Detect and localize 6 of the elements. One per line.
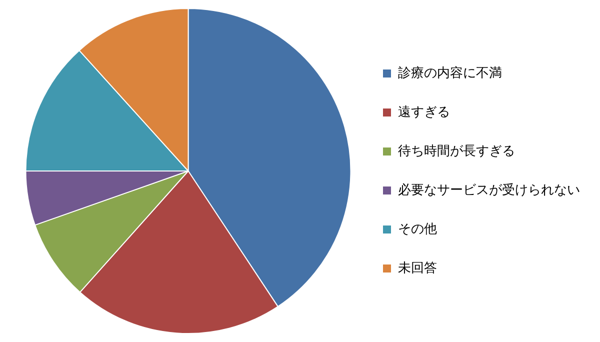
legend-label: 未回答 xyxy=(398,260,437,276)
legend-label: 待ち時間が長すぎる xyxy=(398,144,515,159)
legend-label: その他 xyxy=(398,222,437,237)
legend-label: 必要なサービスが受けられない xyxy=(398,182,580,198)
legend-label: 診療の内容に不満 xyxy=(398,64,502,81)
legend-label: 遠すぎる xyxy=(398,104,450,120)
